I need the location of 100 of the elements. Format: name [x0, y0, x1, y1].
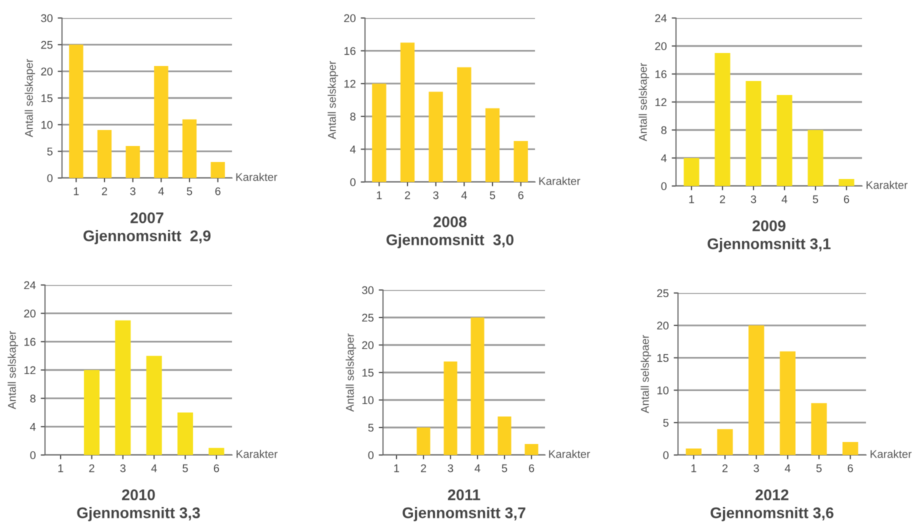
x-tick-label: 2: [720, 195, 726, 204]
x-tick-label: 1: [376, 191, 382, 200]
bar: [457, 67, 472, 182]
x-tick-label: 6: [844, 195, 850, 204]
x-tick-label: 3: [130, 187, 136, 196]
bar: [372, 84, 386, 182]
x-axis-title: Karakter: [236, 450, 278, 458]
y-tick-label: 4: [30, 423, 36, 431]
y-tick-label: 15: [362, 368, 374, 377]
bar: [838, 179, 854, 186]
x-tick-label: 2: [404, 191, 410, 200]
y-tick-label: 0: [47, 174, 53, 182]
y-tick-label: 20: [41, 68, 53, 76]
y-tick-label: 20: [344, 14, 356, 22]
x-tick-label: 1: [58, 464, 64, 472]
bar: [428, 92, 443, 182]
x-tick-label: 3: [433, 191, 438, 200]
bar: [686, 448, 702, 455]
x-tick-label: 3: [754, 464, 759, 472]
x-tick-label: 4: [474, 464, 480, 472]
y-tick-label: 30: [41, 14, 53, 22]
bar: [485, 108, 500, 182]
bar: [684, 158, 700, 186]
text: Gjennomsnitt 3,0: [386, 234, 514, 248]
x-tick-label: 5: [182, 464, 188, 472]
bar: [842, 442, 858, 455]
y-tick-label: 0: [350, 178, 356, 186]
bar: [400, 42, 415, 182]
x-tick-label: 1: [74, 187, 79, 196]
x-tick-label: 1: [689, 195, 694, 204]
text: 2011: [448, 489, 480, 500]
bar: [182, 119, 197, 178]
x-tick-label: 4: [151, 464, 157, 472]
x-tick-label: 6: [215, 187, 220, 196]
y-tick-label: 12: [344, 80, 356, 88]
y-tick-label: 8: [350, 112, 356, 121]
x-tick-label: 3: [120, 464, 126, 472]
x-tick-label: 5: [502, 464, 508, 472]
x-tick-label: 2: [420, 464, 426, 472]
text: 2009: [752, 220, 786, 232]
x-tick-label: 5: [812, 195, 818, 204]
y-tick-label: 4: [350, 146, 356, 154]
y-tick-label: 20: [655, 42, 667, 50]
y-tick-label: 20: [362, 341, 374, 350]
bar: [514, 141, 528, 182]
text: Gjennomsnitt 3,3: [77, 507, 200, 522]
y-tick-label: 5: [663, 418, 669, 427]
y-axis-title: Antall selskaper: [8, 330, 18, 410]
y-tick-label: 5: [47, 148, 53, 156]
text: 2007: [130, 212, 164, 224]
x-tick-label: 1: [394, 464, 400, 472]
x-tick-label: 5: [490, 191, 496, 200]
y-tick-label: 12: [24, 366, 36, 374]
y-tick-label: 25: [657, 289, 669, 298]
y-tick-label: 10: [362, 396, 374, 404]
bar: [177, 412, 194, 455]
x-tick-label: 1: [691, 464, 696, 472]
x-tick-label: 6: [528, 464, 534, 472]
bar: [97, 130, 112, 178]
bar: [717, 429, 733, 455]
y-tick-label: 4: [661, 154, 667, 162]
bar: [154, 66, 168, 178]
y-tick-label: 10: [41, 120, 53, 129]
y-tick-label: 24: [24, 281, 36, 290]
y-tick-label: 0: [661, 182, 667, 190]
bar: [444, 362, 458, 455]
x-tick-label: 3: [750, 195, 756, 204]
x-tick-label: 4: [461, 191, 467, 200]
y-tick-label: 10: [657, 386, 669, 394]
y-tick-label: 20: [657, 322, 669, 330]
y-tick-label: 25: [362, 314, 374, 322]
text: Gjennomsnitt 3,1: [708, 238, 831, 252]
x-tick-label: 4: [782, 195, 788, 204]
text: Gjennomsnitt 3,6: [710, 507, 834, 522]
y-axis-title: Antall selskpaer: [640, 334, 652, 414]
y-tick-label: 30: [362, 286, 374, 294]
y-tick-label: 15: [657, 354, 669, 362]
x-tick-label: 4: [158, 187, 164, 196]
x-axis-title: Karakter: [236, 172, 278, 181]
x-axis-title: Karakter: [870, 450, 912, 458]
y-tick-label: 8: [30, 394, 36, 402]
x-tick-label: 2: [89, 464, 94, 472]
bar: [714, 53, 730, 186]
bar: [498, 416, 512, 455]
x-tick-label: 5: [186, 187, 192, 196]
bar: [808, 130, 824, 186]
y-tick-label: 8: [661, 126, 666, 134]
y-tick-label: 5: [368, 424, 374, 432]
x-tick-label: 4: [784, 464, 790, 472]
y-tick-label: 12: [655, 98, 666, 106]
bar: [780, 351, 796, 455]
bar: [69, 44, 84, 178]
x-axis-title: Karakter: [549, 450, 590, 458]
text: 2012: [756, 489, 788, 500]
y-axis-title: Antall selskaper: [346, 333, 356, 412]
bar: [470, 318, 484, 455]
y-axis-title: Antall selskaper: [328, 60, 338, 140]
text: 2010: [122, 489, 155, 500]
bar: [776, 95, 792, 186]
x-tick-label: 6: [214, 464, 220, 472]
